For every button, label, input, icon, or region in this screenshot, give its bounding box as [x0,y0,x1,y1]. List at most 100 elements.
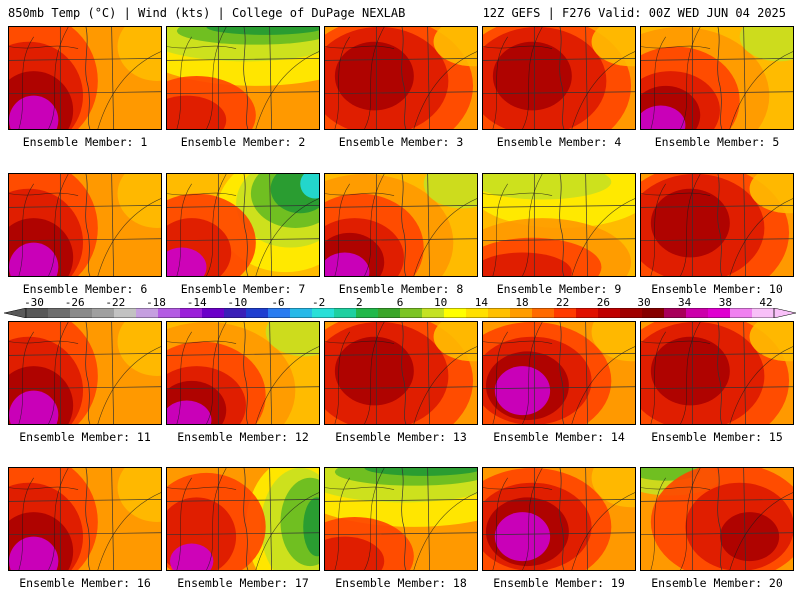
ensemble-member-map [8,321,162,425]
temperature-region [117,27,161,81]
contour-line [206,174,227,276]
contour-line [413,198,477,276]
contour-line [729,51,793,129]
isotherm-contours [325,468,477,570]
temperature-region [9,536,59,570]
contour-line [48,322,69,424]
state-line [243,174,249,276]
ensemble-member-caption: Ensemble Member: 7 [180,282,306,296]
isotherm-contours [9,174,161,276]
state-line [167,58,319,61]
isotherm-contours [9,322,161,424]
ensemble-member-caption: Ensemble Member: 13 [335,430,467,444]
scale-swatch [400,308,423,318]
state-line [743,27,746,129]
map-graphic [325,468,477,570]
state-line [111,322,114,424]
state-line [85,27,91,129]
state-line [641,386,793,390]
state-line [325,58,477,61]
scale-swatch [70,308,93,318]
state-line [641,238,793,242]
ensemble-member-caption: Ensemble Member: 4 [496,135,622,149]
contour-line [364,468,385,570]
state-line [401,468,407,570]
scale-swatch [114,308,137,318]
contour-line [9,192,79,196]
scale-swatch [290,308,313,318]
contour-line [97,492,161,570]
scale-swatch [554,308,577,318]
map-graphic [167,174,319,276]
contour-line [9,340,79,344]
state-line [559,468,565,570]
temperature-region [300,174,319,199]
scale-swatch [48,308,71,318]
contour-line [97,346,161,424]
ensemble-member-map [640,467,794,571]
contour-line [9,45,79,49]
state-boundaries [325,174,477,276]
temperature-region [117,174,161,228]
ensemble-member-map [8,26,162,130]
isotherm-contours [641,27,793,129]
map-graphic [641,27,793,129]
state-line [167,532,319,536]
map-graphic [325,27,477,129]
temperature-region [167,95,227,129]
contour-line [522,27,543,129]
contour-line [522,322,543,424]
temperature-region [483,174,612,200]
state-boundaries [167,174,319,276]
scale-swatch [92,308,115,318]
state-line [167,386,319,390]
scale-swatch [312,308,335,318]
scale-swatch [26,308,49,318]
ensemble-member-map [482,321,636,425]
state-line [427,468,430,570]
map-graphic [641,174,793,276]
ensemble-member-caption: Ensemble Member: 20 [651,576,783,590]
contour-line [650,36,666,129]
isotherm-contours [483,322,635,424]
state-line [325,238,477,242]
state-line [743,174,746,276]
state-line [9,91,161,95]
scale-swatch [664,308,687,318]
map-graphic [9,322,161,424]
state-line [717,322,723,424]
scale-swatch [158,308,181,318]
chart-title: 850mb Temp (°C) | Wind (kts) | College o… [8,6,406,20]
scale-right-arrow [773,308,796,318]
contour-line [334,36,350,129]
temperature-region [494,512,551,562]
contour-line [325,486,395,490]
map-graphic [9,27,161,129]
state-line [743,322,746,424]
contour-line [571,51,635,129]
scale-tick-label: -30 [24,296,44,309]
contour-line [364,27,385,129]
temperature-region [9,390,59,424]
state-line [111,174,114,276]
temperature-region [719,512,780,562]
temperature-region [423,174,477,209]
contour-line [492,36,508,129]
isotherm-contours [483,174,635,276]
contour-line [334,331,350,424]
ensemble-member-caption: Ensemble Member: 14 [493,430,625,444]
isotherm-contours [325,174,477,276]
state-boundaries [325,27,477,129]
temperature-region [494,366,551,416]
contour-line [167,340,237,344]
state-line [9,386,161,390]
contour-line [522,468,543,570]
ensemble-member-caption: Ensemble Member: 15 [651,430,783,444]
map-graphic [325,174,477,276]
contour-line [364,174,385,276]
scale-swatch [444,308,467,318]
contour-line [729,492,793,570]
contour-line [571,346,635,424]
contour-line [483,486,553,490]
state-line [9,353,161,356]
